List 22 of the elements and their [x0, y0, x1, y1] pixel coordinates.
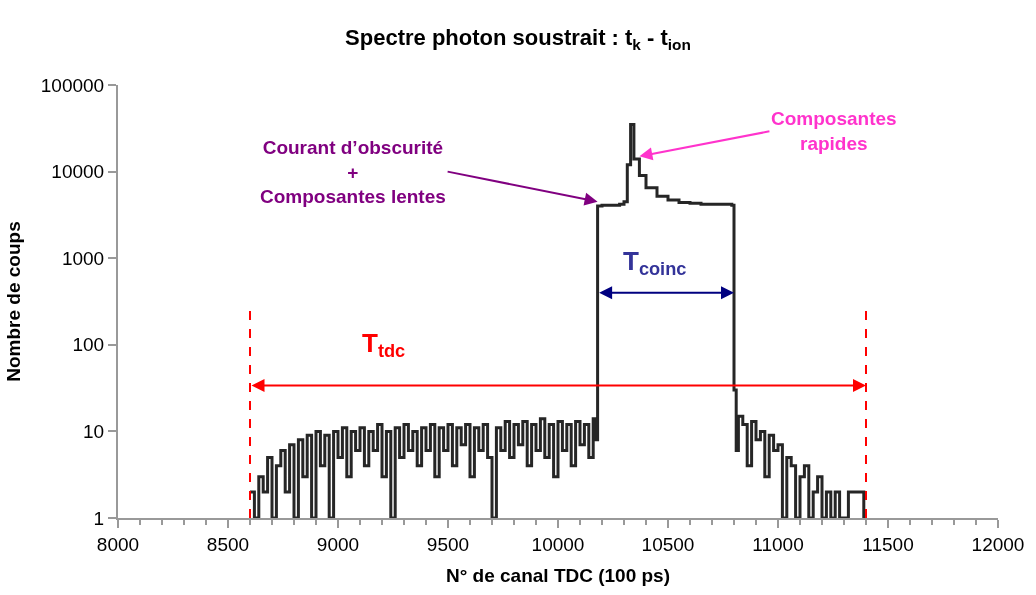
- x-tick-label: 10000: [531, 533, 585, 555]
- y-tick-label: 100000: [40, 74, 105, 96]
- x-tick-label: 12000: [971, 533, 1025, 555]
- annotation: T$_{tdc}$: [362, 328, 406, 362]
- x-tick-label: 8000: [96, 533, 140, 555]
- x-tick-label: 11000: [752, 533, 804, 555]
- x-tick-label: 11500: [862, 533, 914, 555]
- y-axis-title: Nombre de coups: [3, 221, 25, 382]
- x-tick-label: 8500: [206, 533, 250, 555]
- y-tick-label: 10000: [51, 161, 105, 183]
- annotation: Composantes rapides: [771, 108, 897, 154]
- x-tick-label: 9500: [426, 533, 470, 555]
- y-tick-label: 1: [93, 507, 105, 529]
- x-tick-label: 10500: [641, 533, 695, 555]
- x-tick-label: 9000: [316, 533, 360, 555]
- annotation: Courant d’obscurité + Composantes lentes: [260, 137, 446, 208]
- chart-title: Spectre photon soustrait : t$_{k}$ - t$_{ion}$: [345, 25, 691, 53]
- y-tick-label: 10: [83, 421, 105, 443]
- x-axis-title: N° de canal TDC (100 ps): [445, 565, 671, 587]
- annotation: T$_{coinc}$: [623, 246, 687, 280]
- y-tick-label: 1000: [61, 247, 105, 269]
- y-tick-label: 100: [72, 334, 105, 356]
